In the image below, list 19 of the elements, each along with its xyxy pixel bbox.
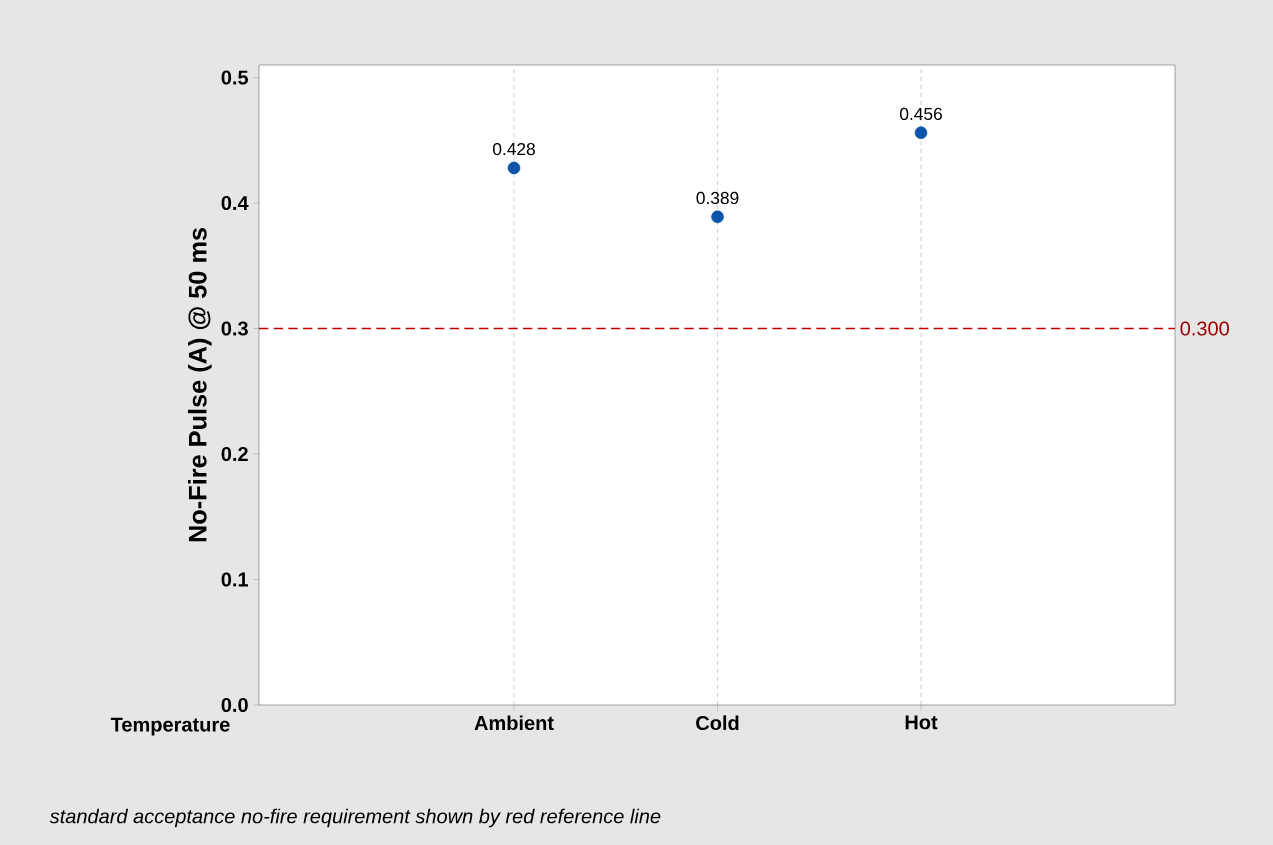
- ref-line-label: 0.300: [1180, 321, 1229, 336]
- y-tick-label: 0.4: [221, 195, 249, 211]
- text: standard acceptance no-fire requirement shown by red reference line: [49, 808, 661, 828]
- point: [914, 126, 928, 140]
- y-tick-label: 0.1: [221, 572, 249, 587]
- point: [507, 161, 521, 175]
- x-tick-label: Hot: [905, 715, 938, 730]
- data-label: 0.456: [900, 107, 942, 121]
- y-tick-label: 0.2: [221, 446, 248, 462]
- y-axis-title: No-Fire Pulse (A) @ 50 ms: [188, 228, 212, 542]
- x-axis-title: Temperature: [110, 717, 230, 736]
- x-tick-label: Cold: [696, 715, 739, 731]
- x-tick-label: Ambient: [474, 715, 554, 731]
- data-label: 0.389: [696, 191, 739, 205]
- y-tick-label: 0.5: [221, 70, 249, 85]
- y-tick-label: 0.3: [221, 321, 248, 336]
- data-label: 0.428: [492, 142, 535, 156]
- y-tick-label: 0.0: [221, 697, 248, 713]
- point: [711, 210, 724, 224]
